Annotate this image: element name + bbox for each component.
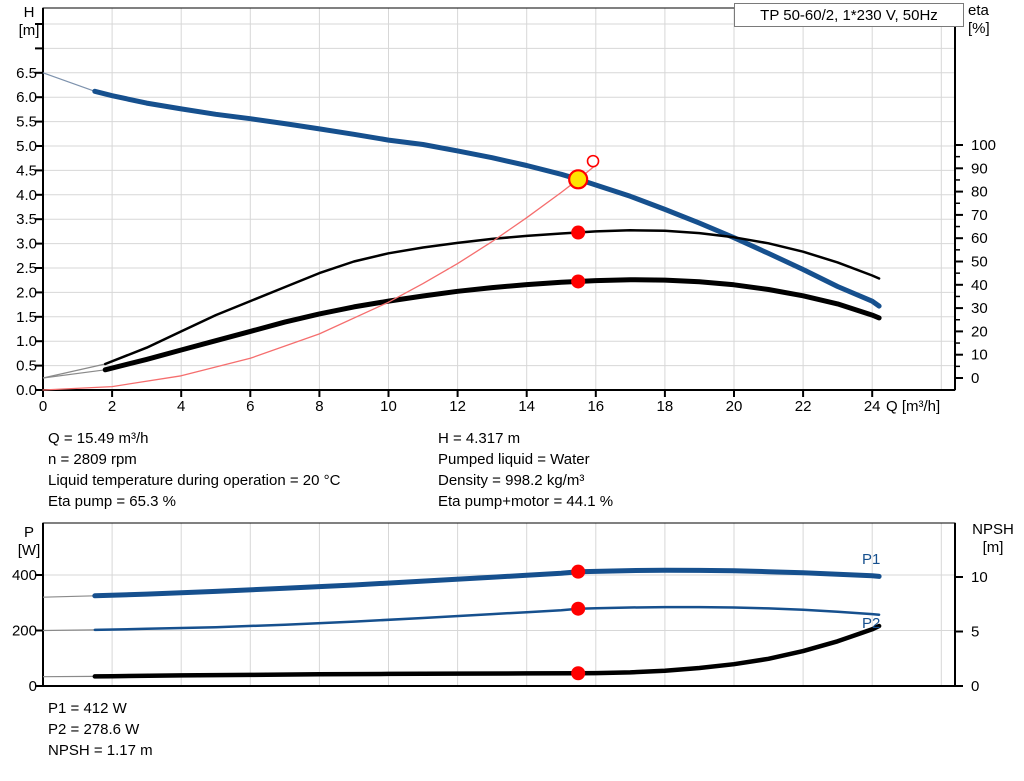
q-axis-label: Q [m³/h] xyxy=(886,398,941,415)
y-left-tick-label: 200 xyxy=(12,623,37,640)
x-tick-label: 2 xyxy=(108,398,116,415)
y-right-tick-label: 10 xyxy=(971,569,988,586)
eta-pump-path xyxy=(103,229,881,366)
p2-curve-lead-in xyxy=(42,629,95,632)
p-axis-unit: [W] xyxy=(17,542,41,559)
y-right-tick-label: 0 xyxy=(971,370,979,387)
x-tick-label: 0 xyxy=(39,398,47,415)
op-q-value: Q = 15.49 m³/h xyxy=(48,430,149,447)
x-tick-label: 10 xyxy=(380,398,397,415)
y-left-tick-label: 3.5 xyxy=(16,211,37,228)
result-npsh: NPSH = 1.17 m xyxy=(48,742,153,759)
y-left-tick-label: 1.0 xyxy=(16,333,37,350)
x-tick-label: 18 xyxy=(657,398,674,415)
x-tick-label: 8 xyxy=(315,398,323,415)
pump-title: TP 50-60/2, 1*230 V, 50Hz xyxy=(760,7,938,24)
x-tick-label: 6 xyxy=(246,398,254,415)
op-n-value: n = 2809 rpm xyxy=(48,451,137,468)
op-eta-pump-value: Eta pump = 65.3 % xyxy=(48,493,176,510)
pump-curve-path[interactable] xyxy=(92,88,882,309)
p2-point xyxy=(571,601,586,616)
h-axis-unit: [m] xyxy=(18,22,40,39)
op-eta-total-value: Eta pump+motor = 44.1 % xyxy=(438,493,614,510)
y-right-tick-label: 20 xyxy=(971,323,988,340)
eta-axis-title: eta xyxy=(968,2,989,19)
y-left-tick-label: 2.5 xyxy=(16,260,37,277)
y-right-tick-label: 60 xyxy=(971,230,988,247)
eta-pump-lead-in xyxy=(42,363,106,379)
y-right-tick-label: 50 xyxy=(971,254,988,271)
p-axis-title: P xyxy=(23,524,34,541)
y-left-tick-label: 6.5 xyxy=(16,65,37,82)
power-chart-frame xyxy=(42,522,956,687)
op-density-value: Density = 998.2 kg/m³ xyxy=(438,472,585,489)
y-right-tick-label: 40 xyxy=(971,277,988,294)
op-h-value: H = 4.317 m xyxy=(438,430,521,447)
npsh-axis-title: NPSH xyxy=(972,521,1014,538)
y-left-tick-label: 5.5 xyxy=(16,114,37,131)
y-left-tick-label: 0 xyxy=(29,678,37,695)
y-right-tick-label: 10 xyxy=(971,347,988,364)
pump-title-box: TP 50-60/2, 1*230 V, 50Hz xyxy=(734,3,964,27)
y-left-tick-label: 400 xyxy=(12,567,37,584)
x-tick-label: 16 xyxy=(587,398,604,415)
x-tick-label: 14 xyxy=(518,398,535,415)
eta-axis-unit: [%] xyxy=(968,20,990,37)
npsh-axis-unit: [m] xyxy=(982,539,1004,556)
y-right-tick-label: 90 xyxy=(971,160,988,177)
eta-pump-point xyxy=(571,225,586,240)
y-left-tick-label: 3.0 xyxy=(16,236,37,253)
y-right-tick-label: 0 xyxy=(971,678,979,695)
p2-curve-label: P2 xyxy=(862,615,881,632)
y-right-tick-label: 80 xyxy=(971,184,988,201)
y-right-tick-label: 5 xyxy=(971,624,979,641)
x-tick-label: 20 xyxy=(726,398,743,415)
y-left-tick-label: 1.5 xyxy=(16,309,37,326)
y-right-tick-label: 100 xyxy=(971,137,996,154)
system-curve-path xyxy=(42,165,595,391)
y-left-tick-label: 5.0 xyxy=(16,138,37,155)
x-tick-label: 24 xyxy=(864,398,881,415)
op-liquid-value: Pumped liquid = Water xyxy=(438,451,590,468)
y-right-tick-label: 30 xyxy=(971,300,988,317)
duty-point-marker[interactable] xyxy=(568,169,589,190)
npsh-point xyxy=(571,666,586,681)
npsh-curve-path xyxy=(92,623,882,679)
result-p1: P1 = 412 W xyxy=(48,700,127,717)
y-left-tick-label: 2.0 xyxy=(16,284,37,301)
y-left-tick-label: 6.0 xyxy=(16,89,37,106)
requested-duty-point[interactable] xyxy=(586,154,600,168)
eta-pump-motor-point xyxy=(571,274,586,289)
p1-curve-path xyxy=(92,567,882,599)
y-right-tick-label: 70 xyxy=(971,207,988,224)
p1-curve-lead-in xyxy=(42,595,95,598)
x-tick-label: 12 xyxy=(449,398,466,415)
x-tick-label: 22 xyxy=(795,398,812,415)
p1-curve-label: P1 xyxy=(862,551,881,568)
y-left-tick-label: 4.0 xyxy=(16,187,37,204)
op-temp-value: Liquid temperature during operation = 20… xyxy=(48,472,341,489)
y-left-tick-label: 4.5 xyxy=(16,162,37,179)
result-p2: P2 = 278.6 W xyxy=(48,721,140,738)
p2-curve-path xyxy=(93,605,881,632)
eta-pump-motor-path xyxy=(102,277,882,373)
eta-pump-motor-lead-in xyxy=(42,369,106,379)
p1-point xyxy=(571,564,586,579)
x-tick-label: 4 xyxy=(177,398,185,415)
y-left-tick-label: 0.0 xyxy=(16,382,37,399)
pump-curve-lead-in xyxy=(42,72,96,92)
h-axis-title: H xyxy=(23,4,35,21)
y-left-tick-label: 0.5 xyxy=(16,358,37,375)
